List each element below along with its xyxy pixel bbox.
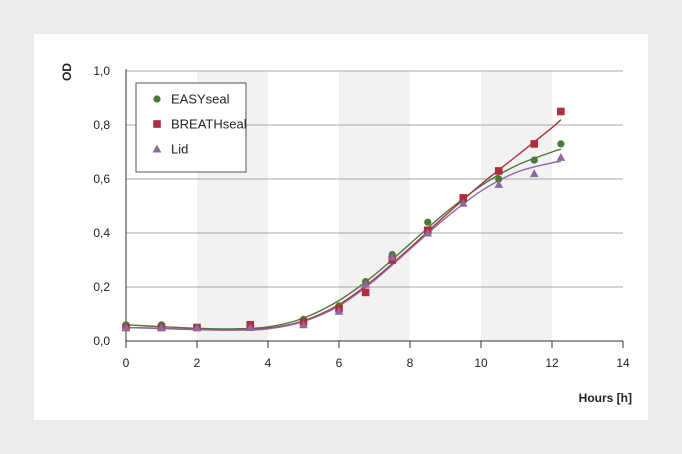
data-point-breathseal	[459, 194, 468, 202]
data-point-easyseal	[495, 175, 503, 183]
data-point-lid	[192, 323, 202, 331]
data-point-lid	[556, 153, 566, 161]
data-points	[121, 107, 566, 332]
legend-entry-easyseal: EASYseal	[153, 92, 230, 107]
legend-label-breathseal: BREATHseal	[171, 117, 247, 132]
x-tick-label: 10	[474, 356, 488, 370]
x-tick-label: 4	[265, 356, 272, 370]
x-tick-label: 6	[336, 356, 343, 370]
legend-marker-breathseal	[153, 120, 161, 128]
y-axis-title: OD	[60, 63, 74, 81]
shaded-band	[339, 71, 410, 341]
data-point-lid	[529, 169, 539, 178]
legend: EASYseal BREATHseal Lid	[135, 82, 247, 173]
data-point-lid	[299, 320, 308, 329]
y-tick-label: 0,4	[93, 226, 110, 240]
tick-labels: 0 2 4 6 8 10 12 14 0,0 0,2 0,4 0,6 0,8 1,0	[93, 64, 630, 370]
data-point-lid	[334, 306, 344, 315]
data-point-easyseal	[424, 218, 432, 226]
legend-label-easyseal: EASYseal	[171, 92, 230, 107]
data-point-lid	[121, 323, 131, 331]
legend-entry-breathseal: BREATHseal	[153, 117, 247, 132]
axes	[125, 69, 624, 348]
y-tick-label: 0,6	[93, 172, 110, 186]
data-point-breathseal	[530, 140, 539, 148]
data-point-lid	[245, 323, 255, 331]
y-tick-label: 0,2	[93, 280, 110, 294]
legend-entry-lid: Lid	[152, 142, 188, 157]
data-point-breathseal	[494, 167, 503, 175]
y-tick-label: 0,8	[93, 118, 110, 132]
x-tick-label: 12	[545, 356, 559, 370]
data-point-breathseal	[361, 288, 370, 297]
shaded-bands	[197, 71, 552, 341]
x-tick-label: 14	[616, 356, 630, 370]
data-point-breathseal	[557, 107, 565, 116]
x-tick-label: 0	[123, 356, 130, 370]
y-tick-label: 1,0	[93, 64, 110, 78]
legend-label-lid: Lid	[171, 142, 188, 157]
data-point-lid	[157, 323, 166, 331]
data-point-easyseal	[557, 140, 565, 148]
legend-marker-lid	[152, 144, 162, 153]
data-point-easyseal	[530, 156, 538, 164]
data-point-lid	[423, 228, 433, 237]
x-tick-label: 2	[194, 356, 201, 370]
legend-marker-easyseal	[153, 95, 161, 103]
x-axis-title: Hours [h]	[579, 391, 632, 405]
data-point-lid	[458, 198, 468, 207]
x-tick-label: 8	[407, 356, 414, 370]
data-point-lid	[494, 180, 504, 188]
shaded-band	[481, 71, 552, 341]
y-tick-label: 0,0	[93, 334, 110, 348]
data-point-lid	[387, 252, 397, 261]
data-point-lid	[361, 279, 370, 288]
